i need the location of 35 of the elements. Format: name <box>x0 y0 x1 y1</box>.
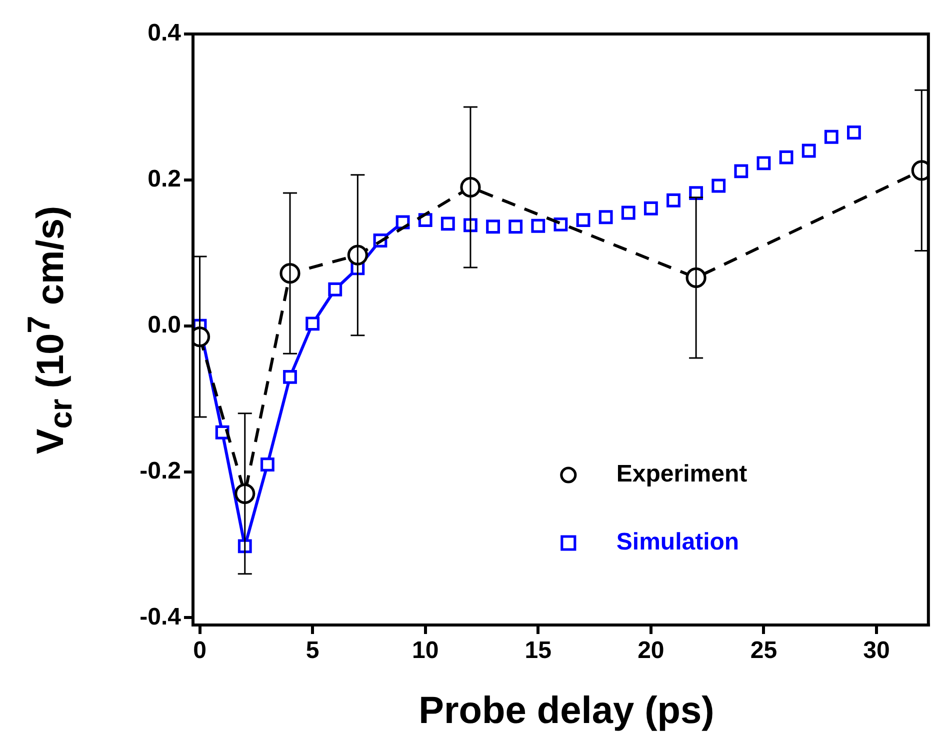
point <box>621 206 636 220</box>
point <box>531 218 546 233</box>
point <box>440 216 455 231</box>
point <box>306 316 320 331</box>
x-axis-title: Probe delay (ps) <box>418 690 716 733</box>
y-tick-label: 0.0 <box>148 311 181 338</box>
point <box>283 370 297 384</box>
x-tick-label: 5 <box>306 637 320 664</box>
y-tick-label: 0.2 <box>148 166 181 193</box>
point <box>508 220 523 234</box>
y-tick-label: -0.4 <box>140 603 182 630</box>
x-tick-label: 20 <box>638 637 664 664</box>
legend-label: Simulation <box>616 528 740 556</box>
y-tick-label: 0.4 <box>148 20 182 47</box>
x-tick-label: 15 <box>524 637 552 664</box>
point <box>756 156 771 170</box>
point <box>666 193 680 208</box>
x-tick-label: 0 <box>193 637 206 664</box>
x-tick-label: 10 <box>412 637 439 664</box>
point <box>328 282 342 296</box>
x-tick-label: 25 <box>750 637 778 664</box>
point <box>712 178 726 193</box>
point <box>779 150 794 164</box>
point <box>260 458 274 472</box>
point <box>576 213 590 228</box>
point <box>847 126 861 140</box>
legend-label: Experiment <box>616 460 748 488</box>
point <box>824 130 838 144</box>
point <box>802 144 816 158</box>
point <box>486 220 500 234</box>
point <box>734 164 748 178</box>
point <box>598 210 613 224</box>
x-tick-label: 30 <box>863 637 890 664</box>
point <box>644 201 658 216</box>
y-tick-label: -0.2 <box>140 457 181 484</box>
